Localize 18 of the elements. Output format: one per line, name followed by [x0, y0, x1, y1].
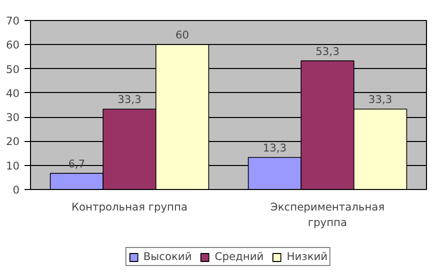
y-tick-label: 0: [12, 184, 20, 196]
data-label: 13,3: [262, 141, 287, 154]
data-label: 60: [176, 28, 190, 42]
y-tick-label: 50: [6, 62, 20, 76]
y-tick-label: 20: [6, 135, 20, 148]
data-label: 33,3: [368, 93, 392, 106]
legend-label: Низкий: [286, 250, 328, 263]
y-tick-label: 70: [6, 14, 20, 28]
x-tick-label: Экспериментальная группа: [270, 200, 385, 230]
data-label: 53,3: [316, 44, 340, 58]
y-tick-label: 10: [6, 159, 20, 172]
y-tick-label: 60: [6, 38, 20, 52]
legend-label: Средний: [214, 250, 264, 263]
y-tick-label: 40: [6, 86, 20, 100]
y-tick-label: 30: [6, 111, 20, 124]
data-label: 33,3: [118, 93, 142, 106]
legend-label: Высокий: [143, 250, 192, 263]
x-tick-label: Контрольная группа: [71, 200, 188, 214]
